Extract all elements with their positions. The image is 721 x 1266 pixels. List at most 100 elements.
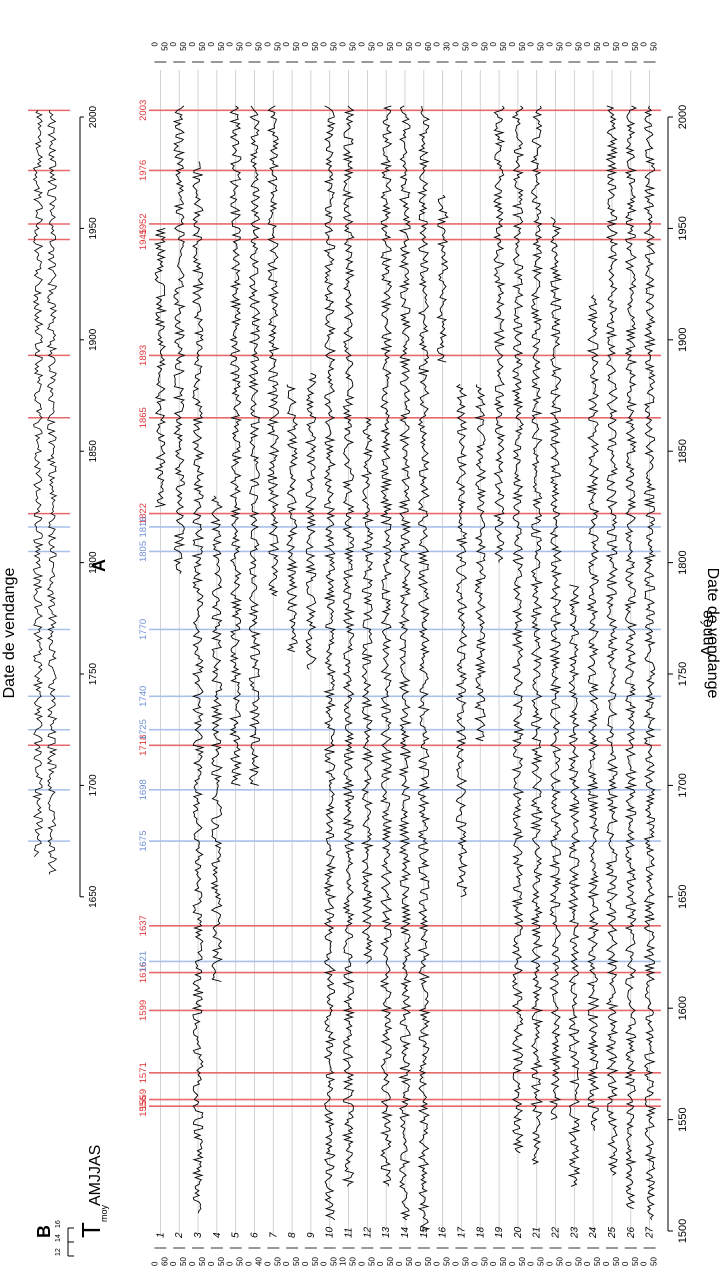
series-trace [360, 417, 375, 964]
right-scale-min: 0 [357, 41, 366, 46]
right-scale: 0 50 [621, 41, 640, 63]
left-scale: 0 50 [489, 1247, 508, 1266]
left-scale: 0 50 [207, 1247, 226, 1266]
right-scale: 0 50 [564, 41, 583, 63]
series-trace [436, 194, 449, 363]
series-label: 26 [626, 1226, 637, 1239]
right-scale: 0 50 [546, 41, 565, 63]
right-scale-min: 0 [376, 41, 385, 46]
left-scale-max: 60 [160, 1257, 169, 1266]
left-scale: 0 50 [470, 1247, 489, 1266]
left-scale-min: 0 [470, 1261, 479, 1266]
x-tick-label: 1800 [677, 550, 689, 574]
warm-year-label: 1865 [138, 407, 149, 428]
left-scale-max: 50 [612, 1257, 621, 1266]
left-scale: 0 50 [546, 1247, 565, 1266]
right-scale-max: 50 [499, 41, 508, 50]
x-tick-label: 1650 [677, 885, 689, 909]
temperature-label-main: T [76, 1222, 106, 1238]
left-scale-max: 40 [254, 1257, 263, 1266]
series-label: 23 [569, 1226, 580, 1239]
right-scale-max: 50 [386, 41, 395, 50]
series-label: 3 [193, 1232, 204, 1238]
series-trace [455, 384, 468, 898]
series-trace [605, 105, 619, 1176]
series-trace [417, 105, 431, 1232]
left-scale-min: 0 [169, 1261, 178, 1266]
left-scale-max: 50 [537, 1257, 546, 1266]
right-scale-max: 50 [292, 41, 301, 50]
left-scale-max: 50 [574, 1257, 583, 1266]
left-scale-max: 50 [631, 1257, 640, 1266]
cool-year-label: 1770 [138, 619, 149, 640]
right-scale-min: 0 [602, 41, 611, 46]
right-scale: 0 50 [188, 41, 207, 63]
right-scale: 0 50 [451, 41, 470, 63]
right-scale-min: 0 [546, 41, 555, 46]
panel-b: 1556155915711599161616371718182218651893… [138, 41, 689, 1266]
panel-a-tick-label: 1950 [88, 217, 99, 240]
left-scale-min: 0 [301, 1261, 310, 1266]
left-scale: 0 50 [301, 1247, 320, 1266]
right-scale-min: 0 [244, 41, 253, 46]
right-scale: 0 50 [301, 41, 320, 63]
left-scale-min: 0 [546, 1261, 555, 1266]
left-scale: 0 50 [508, 1247, 527, 1266]
series-trace [286, 384, 299, 653]
panel-a-label: A [89, 559, 109, 572]
left-scale-max: 50 [518, 1257, 527, 1266]
right-scale: 0 50 [169, 41, 188, 63]
panel-a-tick-label: 1900 [88, 328, 99, 351]
left-scale-min: 0 [188, 1261, 197, 1266]
panel-a-tick-label: 1800 [88, 551, 99, 574]
right-scale-max: 50 [405, 41, 414, 50]
left-scale-max: 50 [443, 1257, 452, 1266]
left-scale: 0 40 [244, 1247, 263, 1266]
right-scale-max: 50 [480, 41, 489, 50]
right-scale: 0 50 [640, 41, 659, 63]
left-scale-max: 50 [236, 1257, 245, 1266]
series-trace [248, 105, 262, 786]
left-scale-max: 50 [273, 1257, 282, 1266]
left-scale: 0 50 [263, 1247, 282, 1266]
panel-a-tick-label: 1700 [88, 774, 99, 797]
right-scale: 0 50 [583, 41, 602, 63]
series-label: 10 [325, 1226, 336, 1238]
left-scale-max: 50 [405, 1257, 414, 1266]
panel-a-trace [46, 110, 58, 875]
warm-year-label: 1822 [138, 503, 149, 524]
right-scale-max: 50 [254, 41, 263, 50]
left-scale-max: 50 [179, 1257, 188, 1266]
x-tick-label: 1700 [677, 773, 689, 797]
left-scale-max: 50 [461, 1257, 470, 1266]
x-tick-label: 1850 [677, 439, 689, 463]
warm-year-label: 1893 [138, 345, 149, 366]
series-label: 1 [155, 1232, 166, 1238]
left-scale: 0 50 [640, 1247, 659, 1266]
left-scale-min: 0 [376, 1261, 385, 1266]
right-scale-min: 0 [320, 41, 329, 46]
cool-year-label: 1698 [138, 779, 149, 800]
right-scale-max: 50 [461, 41, 470, 50]
right-scale: 0 50 [376, 41, 395, 63]
right-scale-min: 0 [621, 41, 630, 46]
right-scale-min: 0 [470, 41, 479, 46]
right-scale: 0 50 [527, 41, 546, 63]
right-scale-min: 0 [226, 41, 235, 46]
left-scale-max: 50 [386, 1257, 395, 1266]
left-scale-min: 0 [282, 1261, 291, 1266]
left-scale-max: 50 [499, 1257, 508, 1266]
left-scale-max: 50 [349, 1257, 358, 1266]
left-scale-min: 0 [320, 1261, 329, 1266]
series-trace [398, 105, 412, 1221]
series-trace [586, 294, 600, 1131]
right-scale: 0 50 [395, 41, 414, 63]
left-scale-min: 0 [508, 1261, 517, 1266]
series-label: 6 [249, 1232, 260, 1238]
right-scale: 0 50 [508, 41, 527, 63]
cool-year-label: 1740 [138, 686, 149, 707]
left-scale: 0 50 [451, 1247, 470, 1266]
series-trace [191, 161, 205, 1214]
series-label: 19 [494, 1226, 505, 1238]
